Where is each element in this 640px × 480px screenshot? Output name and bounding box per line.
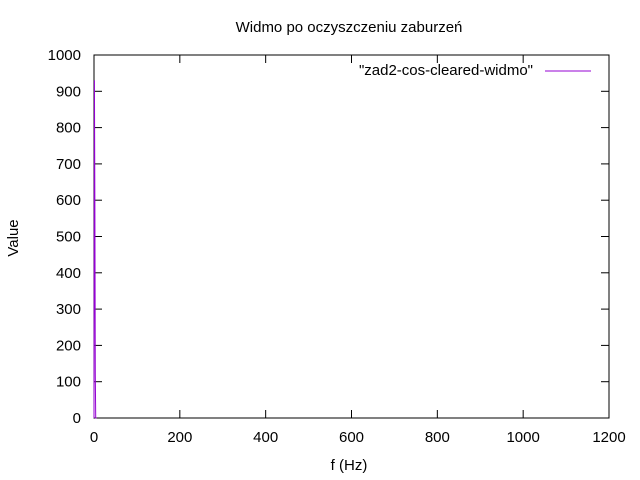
x-tick-label: 600 (339, 429, 364, 446)
y-tick-label: 0 (73, 410, 81, 427)
x-axis-label: f (Hz) (331, 457, 368, 474)
plot-area: 0 100 200 300 400 500 600 700 800 900 1000 0 200 400 6… (48, 47, 626, 446)
y-tick-label: 900 (56, 83, 81, 100)
x-tick-label: 400 (253, 429, 278, 446)
chart-title: Widmo po oczyszczeniu zaburzeń (236, 19, 463, 36)
series-layer (93, 80, 97, 419)
legend: "zad2-cos-cleared-widmo" (359, 62, 591, 79)
plot-frame (93, 54, 610, 419)
y-tick-label: 200 (56, 337, 81, 354)
y-tick-label: 100 (56, 374, 81, 391)
y-tick-label: 600 (56, 192, 81, 209)
series-line-0 (93, 80, 97, 419)
y-axis-label: Value (5, 219, 22, 256)
legend-label: "zad2-cos-cleared-widmo" (359, 62, 533, 79)
x-tick-label: 0 (90, 429, 98, 446)
x-tick-label: 200 (167, 429, 192, 446)
y-tick-label: 700 (56, 156, 81, 173)
x-tick-label: 800 (425, 429, 450, 446)
y-tick-label: 300 (56, 301, 81, 318)
x-tick-label: 1000 (506, 429, 539, 446)
y-tick-label: 400 (56, 265, 81, 282)
y-tick-label: 800 (56, 120, 81, 137)
y-tick-label: 1000 (48, 47, 81, 64)
y-tick-label: 500 (56, 229, 81, 246)
x-tick-label: 1200 (592, 429, 625, 446)
